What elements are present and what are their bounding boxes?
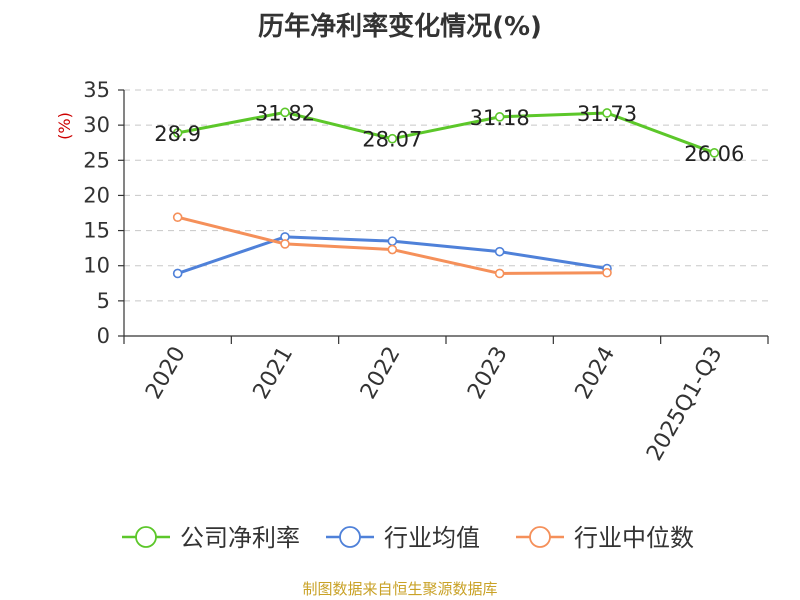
series-lines — [172, 107, 720, 279]
chart-title: 历年净利率变化情况(%) — [258, 12, 542, 42]
footer-source: 制图数据来自恒生聚源数据库 — [302, 580, 498, 598]
data-point — [602, 267, 612, 278]
data-label: 28.9 — [154, 122, 201, 146]
data-point — [387, 244, 398, 255]
series-line-0 — [177, 110, 715, 155]
legend-marker — [339, 526, 361, 548]
data-point — [494, 112, 505, 122]
legend-marker — [529, 526, 551, 548]
data-point — [709, 148, 720, 158]
x-tick-label: 2024 — [571, 343, 621, 404]
legend-label: 公司净利率 — [180, 524, 300, 552]
legend-label: 行业均值 — [384, 524, 480, 552]
x-tick-label: 2023 — [463, 342, 513, 403]
legend: 公司净利率 行业均值 行业中位数 — [122, 524, 694, 552]
data-label: 31.82 — [255, 101, 315, 125]
y-tick-label: 25 — [83, 148, 110, 172]
data-label: 31.18 — [470, 106, 530, 130]
data-point — [280, 107, 290, 118]
y-tick-label: 30 — [83, 113, 110, 137]
data-point — [387, 133, 398, 144]
data-labels: 28.9 31.82 28.07 31.18 31.73 26.06 — [154, 101, 744, 165]
data-point — [172, 128, 183, 138]
x-tick-label: 2025Q1-Q3 — [642, 343, 727, 466]
data-label: 28.07 — [362, 128, 422, 152]
y-tick-label: 5 — [97, 289, 110, 313]
y-tick-label: 0 — [97, 324, 110, 348]
data-label: 31.73 — [577, 102, 637, 126]
y-tick-label: 15 — [83, 219, 110, 243]
data-label: 26.06 — [684, 142, 744, 166]
x-tick-label: 2021 — [249, 343, 299, 404]
x-tick-label: 2020 — [141, 343, 191, 404]
data-point — [494, 246, 505, 257]
data-point — [494, 268, 505, 279]
x-tick-label: 2022 — [356, 343, 406, 404]
y-tick-label: 10 — [83, 254, 110, 278]
data-point — [387, 236, 398, 246]
y-axis-label: (%) — [55, 112, 74, 140]
data-point — [172, 212, 183, 223]
y-tick-label: 20 — [83, 183, 110, 207]
legend-label: 行业中位数 — [574, 524, 694, 552]
data-point — [280, 239, 290, 249]
legend-marker — [135, 526, 157, 548]
data-point — [602, 108, 612, 118]
data-point — [172, 268, 183, 279]
grid-lines — [124, 89, 768, 302]
y-tick-label: 35 — [83, 78, 110, 102]
